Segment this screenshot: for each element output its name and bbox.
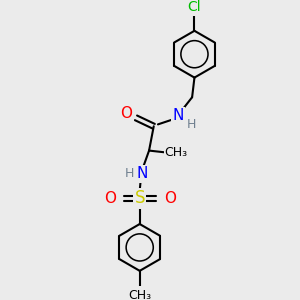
Text: O: O	[121, 106, 133, 121]
Text: N: N	[137, 167, 148, 182]
Text: O: O	[104, 191, 116, 206]
Text: H: H	[187, 118, 196, 131]
Text: N: N	[172, 109, 184, 124]
Text: Cl: Cl	[188, 0, 201, 14]
Text: O: O	[164, 191, 176, 206]
Text: S: S	[134, 189, 145, 207]
Text: CH₃: CH₃	[128, 289, 151, 300]
Text: H: H	[125, 167, 134, 181]
Text: CH₃: CH₃	[165, 146, 188, 159]
